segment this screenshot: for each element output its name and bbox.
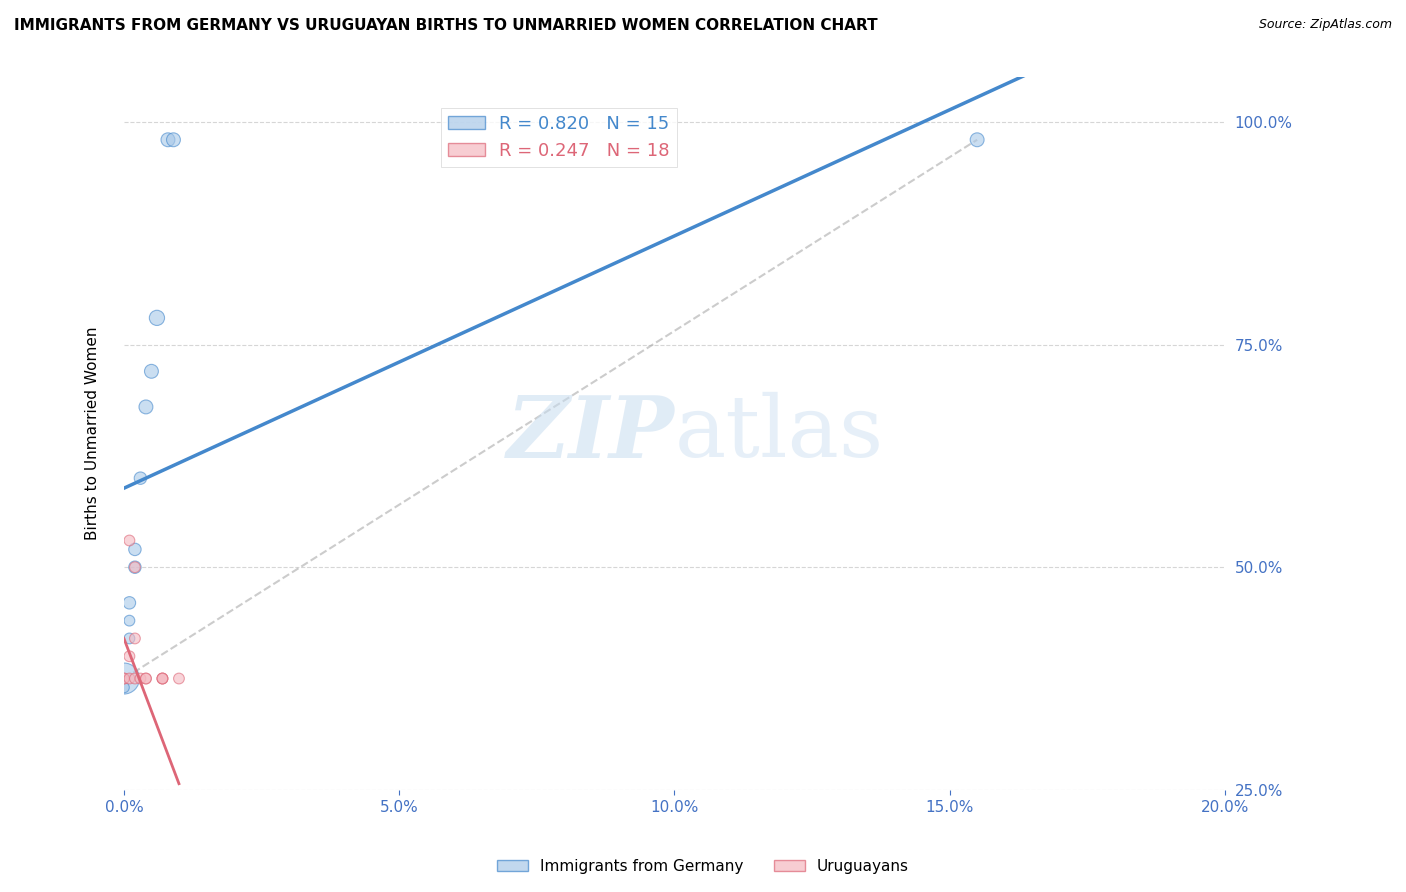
Point [124, 560, 146, 574]
Text: Source: ZipAtlas.com: Source: ZipAtlas.com [1258, 18, 1392, 31]
Legend: R = 0.820   N = 15, R = 0.247   N = 18: R = 0.820 N = 15, R = 0.247 N = 18 [441, 108, 676, 168]
Point [118, 672, 141, 686]
Legend: Immigrants from Germany, Uruguayans: Immigrants from Germany, Uruguayans [491, 853, 915, 880]
Point [112, 672, 135, 686]
Point [141, 827, 163, 841]
Point [124, 672, 146, 686]
Point [118, 632, 141, 646]
Point [124, 632, 146, 646]
Point [118, 596, 141, 610]
Point [152, 672, 174, 686]
Point [162, 133, 184, 147]
Point [141, 364, 163, 378]
Point [152, 672, 174, 686]
Point [135, 672, 157, 686]
Text: ZIP: ZIP [506, 392, 675, 475]
Point [118, 614, 141, 628]
Point [152, 672, 174, 686]
Point [124, 542, 146, 557]
Point [135, 672, 157, 686]
Point [966, 133, 988, 147]
Point [118, 649, 141, 664]
Point [129, 471, 152, 485]
Point [124, 560, 146, 574]
Point [146, 809, 169, 823]
Point [112, 672, 135, 686]
Text: atlas: atlas [675, 392, 883, 475]
Point [167, 672, 190, 686]
Point [135, 400, 157, 414]
Point [118, 533, 141, 548]
Point [146, 310, 169, 325]
Point [112, 681, 135, 695]
Point [112, 672, 135, 686]
Text: IMMIGRANTS FROM GERMANY VS URUGUAYAN BIRTHS TO UNMARRIED WOMEN CORRELATION CHART: IMMIGRANTS FROM GERMANY VS URUGUAYAN BIR… [14, 18, 877, 33]
Point [129, 672, 152, 686]
Point [156, 133, 179, 147]
Y-axis label: Births to Unmarried Women: Births to Unmarried Women [86, 326, 100, 541]
